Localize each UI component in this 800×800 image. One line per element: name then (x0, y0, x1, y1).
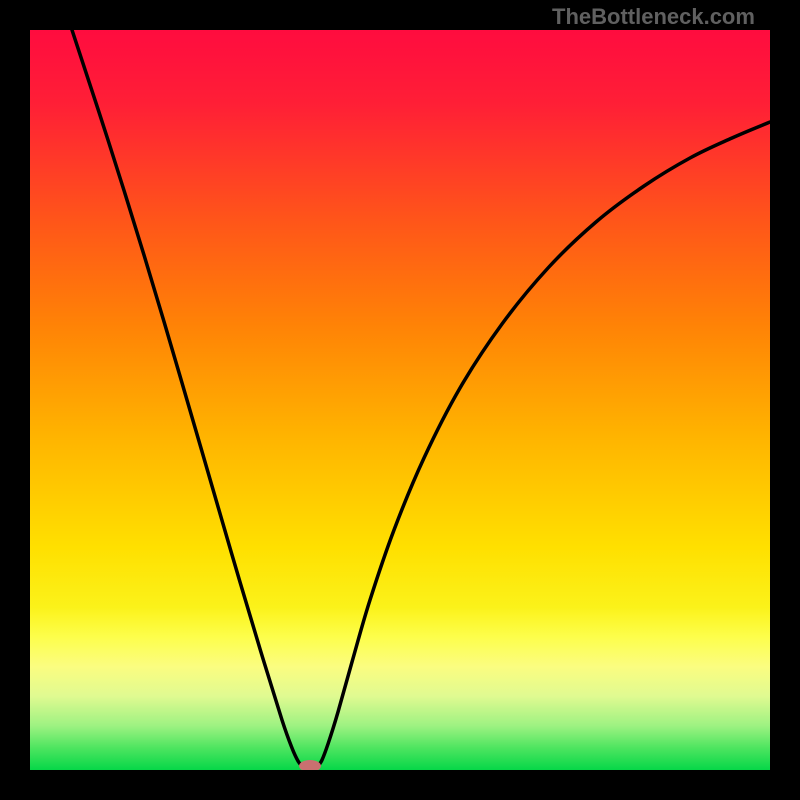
x-axis-line (30, 792, 770, 796)
minimum-marker (299, 760, 321, 770)
curve-left-branch (72, 30, 302, 766)
watermark-label: TheBottleneck.com (552, 4, 755, 30)
chart-svg (30, 30, 770, 770)
curve-right-branch (318, 122, 770, 766)
